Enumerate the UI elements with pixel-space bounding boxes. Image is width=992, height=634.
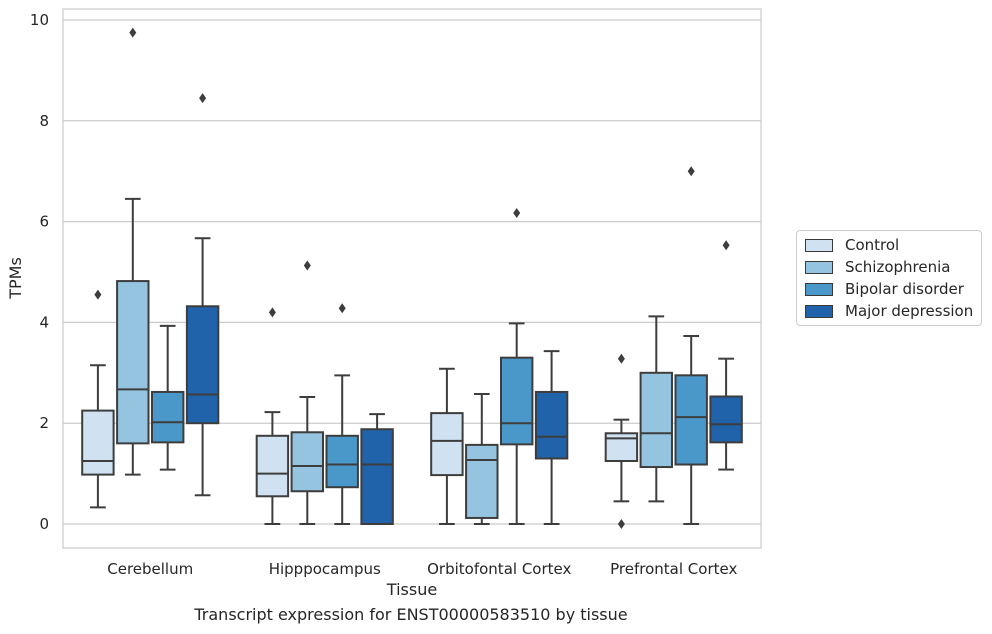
outlier-point (687, 166, 695, 177)
outlier-point (303, 260, 311, 271)
box-schizophrenia (465, 392, 499, 525)
box-schizophrenia (290, 260, 325, 525)
box-body (185, 305, 220, 425)
outlier-point (617, 353, 625, 364)
box-bipolar-disorder (325, 303, 359, 525)
outlier-point (199, 93, 207, 104)
y-tick-label: 4 (39, 313, 49, 331)
box-bipolar-disorder (499, 208, 534, 525)
box-body (534, 390, 569, 460)
plot-frame (62, 8, 762, 549)
legend-swatch-bipolar-disorder (805, 282, 833, 296)
box-body (499, 356, 534, 446)
x-tick-label: Hipppocampus (269, 560, 381, 578)
legend-item-major-depression: Major depression (805, 301, 973, 321)
box-major-depression (185, 93, 220, 497)
box-body (81, 409, 115, 476)
outlier-point (129, 27, 137, 38)
outlier-point (513, 208, 521, 219)
legend-item-schizophrenia: Schizophrenia (805, 257, 950, 277)
outlier-point (722, 240, 730, 251)
y-tick-label: 10 (30, 11, 49, 29)
box-body (430, 412, 464, 477)
y-tick-label: 8 (39, 112, 49, 130)
legend-label: Schizophrenia (845, 258, 951, 276)
box-body (290, 431, 325, 493)
x-axis-label: Tissue (386, 580, 437, 599)
outlier-point (338, 303, 346, 314)
legend-label: Bipolar disorder (845, 280, 964, 298)
legend-swatch-schizophrenia (805, 260, 833, 274)
box-major-depression (709, 240, 743, 471)
box-body (360, 428, 394, 525)
outlier-point (94, 289, 102, 300)
box-control (430, 367, 464, 525)
legend-swatch-control (805, 238, 833, 252)
box-body (639, 371, 674, 469)
box-body (116, 280, 150, 445)
x-tick-label: Prefrontal Cortex (610, 560, 737, 578)
box-major-depression (534, 350, 569, 525)
legend-label: Control (845, 236, 900, 254)
boxes (81, 27, 743, 529)
figure-caption: Transcript expression for ENST0000058351… (194, 605, 628, 624)
box-control (81, 289, 115, 509)
box-bipolar-disorder (674, 166, 708, 525)
box-body (674, 374, 708, 466)
box-bipolar-disorder (150, 324, 185, 471)
box-schizophrenia (116, 27, 150, 476)
x-tick-label: Orbitofontal Cortex (427, 560, 571, 578)
legend-item-bipolar-disorder: Bipolar disorder (805, 279, 964, 299)
outlier-point (268, 307, 276, 318)
box-major-depression (360, 413, 394, 525)
axes: 0 2 4 6 8 10 Cerebellum Hipppocampus Orbitofonta… (30, 11, 738, 578)
y-tick-label: 2 (39, 414, 49, 432)
outlier-point (617, 519, 625, 529)
legend: Control Schizophrenia Bipolar disorder M… (796, 230, 982, 326)
box-control (604, 353, 639, 529)
y-tick-label: 6 (39, 213, 49, 231)
x-tick-label: Cerebellum (107, 560, 193, 578)
box-control (255, 307, 290, 525)
box-body (325, 434, 359, 489)
legend-swatch-major-depression (805, 304, 833, 318)
box-body (150, 390, 185, 444)
legend-item-control: Control (805, 235, 899, 255)
legend-label: Major depression (845, 302, 974, 320)
box-schizophrenia (639, 315, 674, 503)
box-body (709, 395, 743, 444)
box-body (255, 434, 290, 498)
y-axis-label: TPMs (6, 257, 25, 300)
y-tick-label: 0 (39, 515, 49, 533)
box-body (465, 443, 499, 519)
